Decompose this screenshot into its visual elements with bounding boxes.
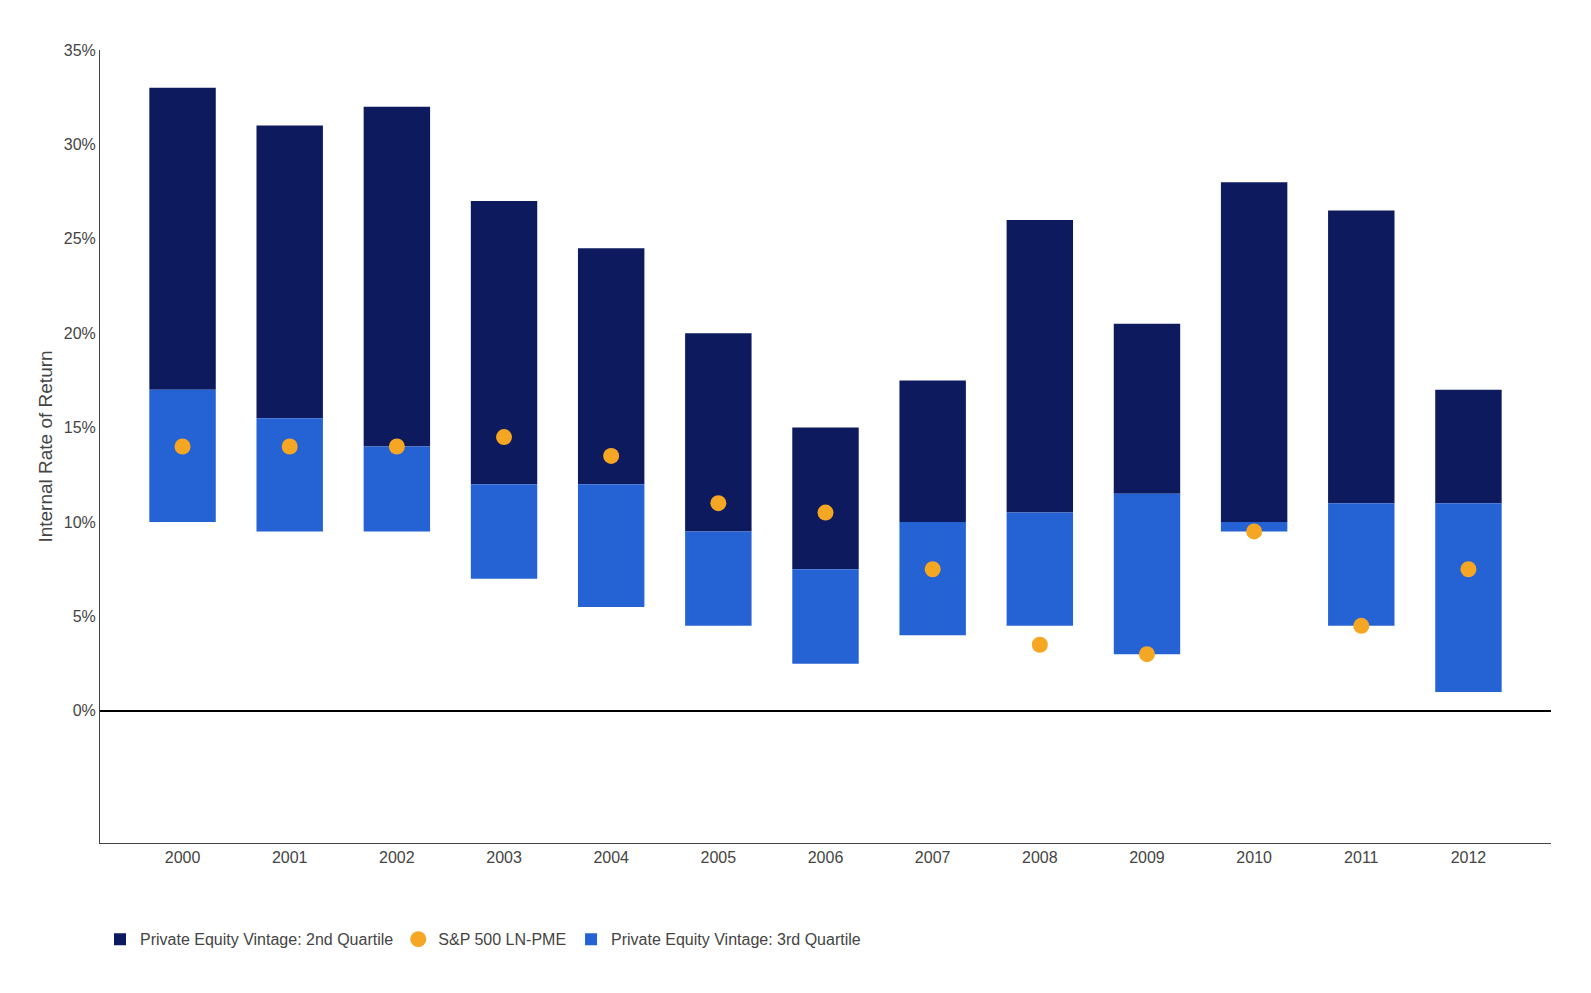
svg-text:Private Equity Vintage: 3rd Qu: Private Equity Vintage: 3rd Quartile <box>611 931 861 948</box>
svg-text:2005: 2005 <box>701 849 737 866</box>
svg-text:2008: 2008 <box>1022 849 1058 866</box>
svg-text:2001: 2001 <box>272 849 308 866</box>
svg-text:2000: 2000 <box>165 849 201 866</box>
svg-text:20%: 20% <box>64 325 96 342</box>
svg-text:Private Equity Vintage: 2nd Qu: Private Equity Vintage: 2nd Quartile <box>140 931 393 948</box>
svg-text:0%: 0% <box>73 702 96 719</box>
svg-text:25%: 25% <box>64 230 96 247</box>
svg-text:2006: 2006 <box>808 849 844 866</box>
svg-text:2003: 2003 <box>486 849 522 866</box>
svg-text:S&P 500 LN-PME: S&P 500 LN-PME <box>438 931 566 948</box>
svg-text:2009: 2009 <box>1129 849 1165 866</box>
svg-text:30%: 30% <box>64 136 96 153</box>
svg-text:2004: 2004 <box>593 849 629 866</box>
svg-text:Internal Rate of Return: Internal Rate of Return <box>35 350 56 542</box>
svg-text:5%: 5% <box>73 608 96 625</box>
svg-text:2007: 2007 <box>915 849 951 866</box>
svg-text:2010: 2010 <box>1236 849 1272 866</box>
svg-text:2002: 2002 <box>379 849 415 866</box>
svg-text:10%: 10% <box>64 514 96 531</box>
svg-text:15%: 15% <box>64 419 96 436</box>
svg-text:2012: 2012 <box>1451 849 1487 866</box>
svg-text:35%: 35% <box>64 42 96 59</box>
svg-text:2011: 2011 <box>1344 849 1379 866</box>
